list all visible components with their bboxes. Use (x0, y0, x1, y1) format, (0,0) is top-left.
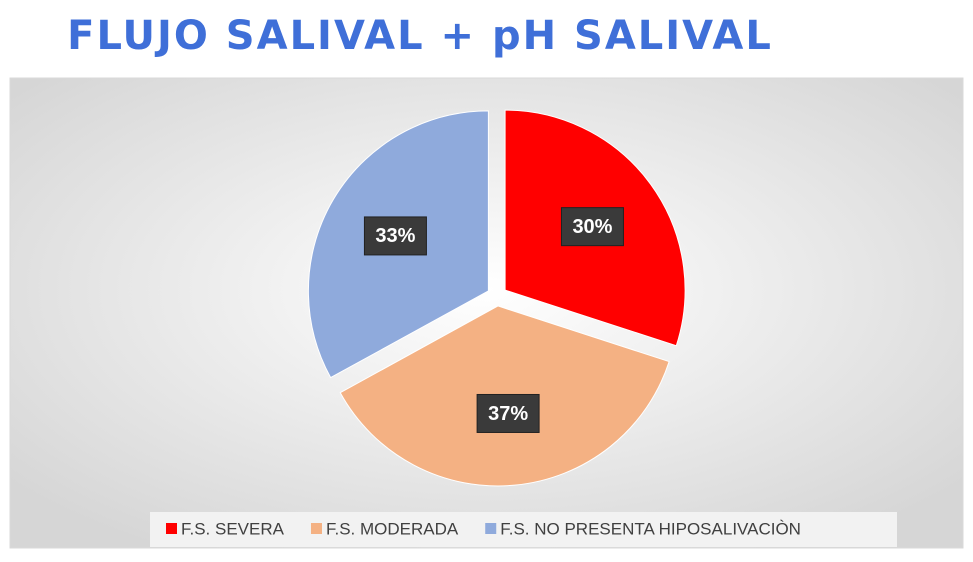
legend-label: F.S. NO PRESENTA HIPOSALIVACIÒN (500, 519, 801, 538)
legend-swatch (310, 523, 322, 534)
data-label: 33% (375, 225, 415, 247)
data-label-box (560, 207, 624, 247)
data-label: 37% (488, 403, 528, 425)
legend-swatch (485, 523, 497, 534)
legend-box (150, 512, 897, 547)
chart-title: FLUJO SALIVAL + pH SALIVAL (67, 13, 773, 59)
data-label: 30% (572, 216, 612, 238)
data-label-box (476, 393, 540, 433)
legend-label: F.S. MODERADA (326, 519, 459, 538)
legend-label: F.S. SEVERA (181, 519, 285, 538)
legend-swatch (166, 523, 177, 534)
data-label-box (363, 216, 427, 256)
